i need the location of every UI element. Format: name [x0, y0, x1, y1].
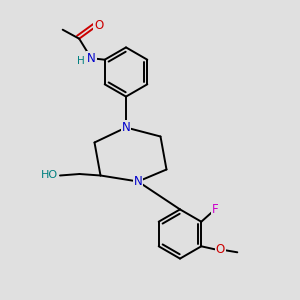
Text: O: O — [94, 19, 103, 32]
Text: H: H — [77, 56, 85, 66]
Text: N: N — [87, 52, 96, 65]
Text: HO: HO — [40, 170, 58, 181]
Text: F: F — [212, 203, 219, 216]
Text: N: N — [134, 175, 142, 188]
Text: O: O — [216, 243, 225, 256]
Text: N: N — [122, 121, 130, 134]
